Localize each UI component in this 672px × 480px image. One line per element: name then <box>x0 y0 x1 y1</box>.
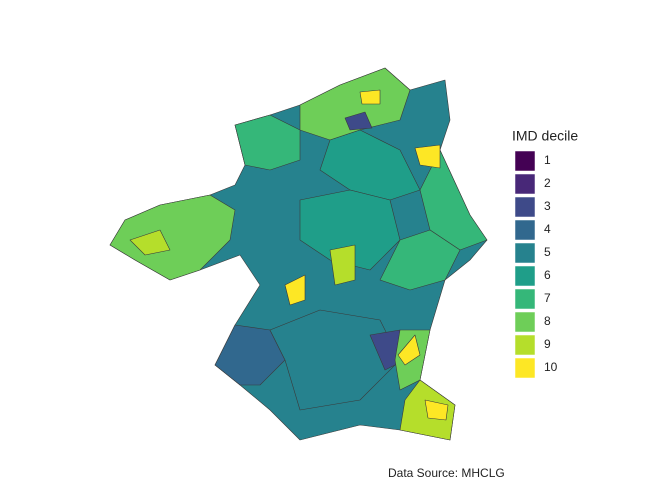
legend-label: 4 <box>544 222 551 236</box>
legend-swatch <box>514 150 536 172</box>
area <box>299 189 401 271</box>
legend-swatch <box>514 311 536 333</box>
legend-swatch <box>514 265 536 287</box>
legend-items: 1 2 3 4 5 6 7 8 9 10 <box>514 150 558 379</box>
legend-title: IMD decile <box>512 128 578 144</box>
area <box>129 229 171 256</box>
area <box>329 244 356 286</box>
legend-swatch <box>514 288 536 310</box>
legend-label: 9 <box>544 337 551 351</box>
area <box>359 89 381 105</box>
legend-label: 3 <box>544 199 551 213</box>
area <box>284 274 306 306</box>
legend-label: 5 <box>544 245 551 259</box>
legend-label: 7 <box>544 291 551 305</box>
legend-swatch <box>514 334 536 356</box>
legend-label: 6 <box>544 268 551 282</box>
area <box>319 129 421 201</box>
caption: Data Source: MHCLG <box>388 466 505 480</box>
area <box>414 144 441 169</box>
area <box>299 67 411 141</box>
legend-swatch <box>514 219 536 241</box>
area <box>344 111 373 131</box>
area <box>424 399 449 421</box>
area <box>397 334 421 366</box>
legend-label: 2 <box>544 176 551 190</box>
area <box>234 114 301 171</box>
legend-swatch <box>514 242 536 264</box>
legend-swatch <box>514 357 536 379</box>
legend-swatch <box>514 196 536 218</box>
area <box>269 309 401 411</box>
legend-swatch <box>514 173 536 195</box>
legend-label: 8 <box>544 314 551 328</box>
area <box>109 194 236 281</box>
map <box>109 67 488 441</box>
legend: IMD decile 1 2 3 4 5 6 7 8 9 10 <box>512 128 578 379</box>
area <box>379 229 461 291</box>
legend-label: 1 <box>544 153 551 167</box>
legend-label: 10 <box>544 360 558 374</box>
